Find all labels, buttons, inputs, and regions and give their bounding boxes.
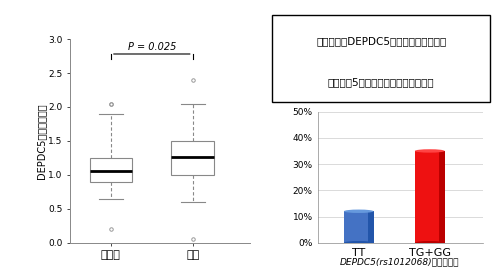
Bar	[90, 158, 132, 182]
Text: DEPDC5(rs1012068)の遣伝子型: DEPDC5(rs1012068)の遣伝子型	[340, 258, 460, 266]
Y-axis label: DEPDC5相対的発現量: DEPDC5相対的発現量	[36, 103, 46, 179]
FancyBboxPatch shape	[272, 15, 490, 102]
Bar	[439, 151, 444, 243]
Bar	[344, 211, 374, 243]
Bar	[368, 211, 374, 243]
Ellipse shape	[415, 241, 444, 244]
Text: に比べた5倍以上であった症例の割合: に比べた5倍以上であった症例の割合	[328, 77, 434, 87]
Text: がん組織中DEPDC5発現量が非がん組織: がん組織中DEPDC5発現量が非がん組織	[316, 37, 446, 47]
Ellipse shape	[344, 241, 374, 244]
Bar	[172, 141, 214, 175]
Ellipse shape	[415, 149, 444, 153]
Text: P = 0.025: P = 0.025	[128, 42, 176, 52]
Bar	[415, 151, 444, 243]
Ellipse shape	[344, 210, 374, 213]
